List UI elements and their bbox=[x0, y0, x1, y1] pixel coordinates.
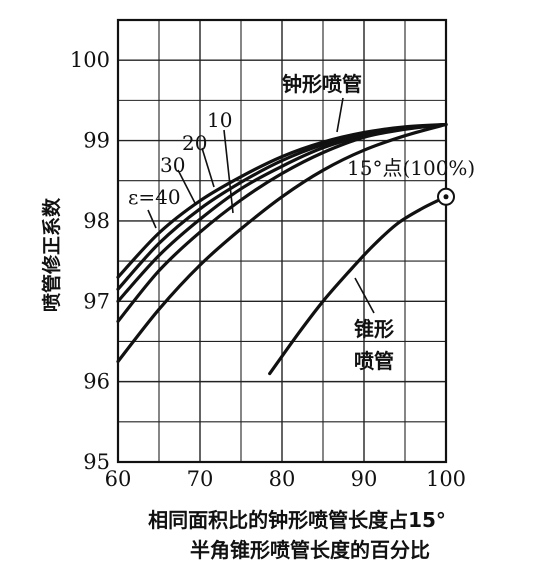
label-30: 30 bbox=[160, 153, 185, 177]
point-label: 15°点(100%) bbox=[347, 156, 475, 180]
eps-label: ε=40 bbox=[128, 185, 181, 209]
point-dot bbox=[443, 194, 449, 200]
leader-eps bbox=[147, 209, 157, 229]
leader-10 bbox=[223, 129, 234, 214]
x-axis-title-line1: 相同面积比的钟形喷管长度占15° bbox=[148, 508, 446, 532]
label-10: 10 bbox=[207, 108, 232, 132]
x-tick-label: 70 bbox=[187, 467, 214, 491]
leader-lines bbox=[147, 97, 375, 314]
y-tick-label: 100 bbox=[70, 48, 110, 72]
y-tick-label: 98 bbox=[83, 209, 110, 233]
leader-cone bbox=[354, 277, 375, 314]
y-axis-title: 喷管修正系数 bbox=[40, 197, 63, 312]
series-line-3 bbox=[116, 122, 448, 323]
y-tick-label: 99 bbox=[83, 129, 110, 153]
y-tick-label: 96 bbox=[83, 370, 110, 394]
plot-frame bbox=[116, 18, 448, 464]
grid bbox=[118, 20, 446, 462]
series-line-4 bbox=[116, 122, 448, 364]
x-axis-title-line2: 半角锥形喷管长度的百分比 bbox=[190, 538, 430, 562]
series-line-5 bbox=[268, 195, 448, 376]
y-tick-label: 95 bbox=[83, 450, 110, 474]
leader-20 bbox=[201, 147, 215, 188]
cone-nozzle-label-1: 锥形 bbox=[354, 317, 394, 341]
cone-nozzle-label-2: 喷管 bbox=[354, 349, 394, 373]
cone-100pct-point bbox=[437, 187, 455, 206]
series-lines bbox=[116, 122, 448, 376]
x-tick-label: 90 bbox=[351, 467, 378, 491]
tick-labels: 60 70 80 90 100 95 96 97 98 99 100 bbox=[70, 48, 466, 491]
x-tick-label: 100 bbox=[426, 467, 466, 491]
leader-bell bbox=[336, 97, 344, 133]
bell-nozzle-label: 钟形喷管 bbox=[282, 72, 362, 96]
x-tick-label: 80 bbox=[269, 467, 296, 491]
x-tick-label: 60 bbox=[105, 467, 132, 491]
leader-30 bbox=[177, 169, 197, 206]
y-tick-label: 97 bbox=[83, 289, 110, 313]
